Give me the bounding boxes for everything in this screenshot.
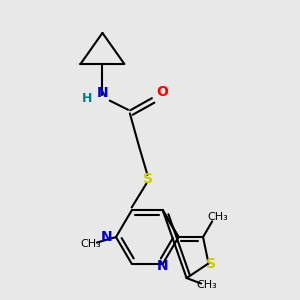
Text: CH₃: CH₃ bbox=[207, 212, 228, 222]
Text: O: O bbox=[156, 85, 168, 99]
Text: S: S bbox=[206, 257, 217, 271]
Text: N: N bbox=[157, 259, 169, 273]
Text: S: S bbox=[143, 172, 153, 186]
Text: N: N bbox=[101, 230, 112, 244]
Text: CH₃: CH₃ bbox=[80, 239, 101, 249]
Text: H: H bbox=[82, 92, 92, 105]
Text: N: N bbox=[97, 86, 108, 100]
Text: CH₃: CH₃ bbox=[196, 280, 217, 290]
